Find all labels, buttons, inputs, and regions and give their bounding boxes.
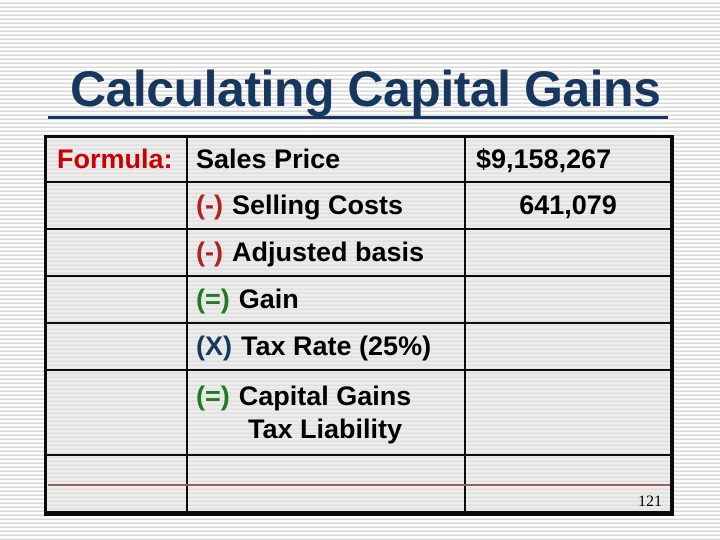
value-text: $9,158,267: [476, 144, 612, 174]
cell-item-gain: (=) Gain: [188, 277, 466, 324]
cell-item-sales-price: Sales Price: [188, 138, 466, 183]
item-label-two-line: (=) Capital Gains Tax Liability: [196, 380, 411, 445]
item-label: Gain: [238, 284, 299, 314]
formula-label: Formula:: [57, 144, 173, 174]
item-label: Sales Price: [196, 144, 341, 174]
minus-operator: (-): [196, 237, 223, 267]
cell-empty: [47, 277, 188, 324]
cell-empty: [47, 183, 188, 230]
equals-operator: (=): [196, 381, 230, 412]
cell-empty: [47, 371, 188, 456]
cell-empty: [47, 324, 188, 371]
title-underline: [48, 116, 668, 119]
item-label: Capital Gains: [238, 381, 412, 412]
minus-operator: (-): [196, 190, 223, 220]
cell-item-tax-rate: (X) Tax Rate (25%): [188, 324, 466, 371]
item-label: Selling Costs: [231, 190, 404, 220]
capital-gains-table: Formula: Sales Price $9,158,267 (-) Sell…: [44, 135, 674, 516]
footer-accent-line: [48, 484, 670, 486]
item-label: Adjusted basis: [231, 237, 425, 267]
value-text: 641,079: [519, 190, 617, 220]
item-label-line2: Tax Liability: [248, 413, 403, 444]
slide-title: Calculating Capital Gains: [70, 61, 661, 117]
slide-page-number: 121: [638, 493, 662, 510]
cell-item-capital-gains-tax-liability: (=) Capital Gains Tax Liability: [188, 371, 466, 456]
cell-value-selling-costs: 641,079: [466, 183, 670, 230]
equals-operator: (=): [196, 284, 230, 314]
cell-value-empty: [466, 277, 670, 324]
cell-item-selling-costs: (-) Selling Costs: [188, 183, 466, 230]
cell-value-sales-price: $9,158,267: [466, 138, 670, 183]
cell-item-adjusted-basis: (-) Adjusted basis: [188, 230, 466, 277]
cell-formula-header: Formula:: [47, 138, 188, 183]
cell-value-empty: [466, 371, 670, 456]
item-label: Tax Rate (25%): [241, 331, 432, 361]
cell-empty: [47, 456, 188, 511]
cell-value-empty: [466, 230, 670, 277]
cell-empty: [188, 456, 466, 511]
cell-value-empty: [466, 324, 670, 371]
cell-empty: [47, 230, 188, 277]
times-operator: (X): [196, 331, 232, 361]
